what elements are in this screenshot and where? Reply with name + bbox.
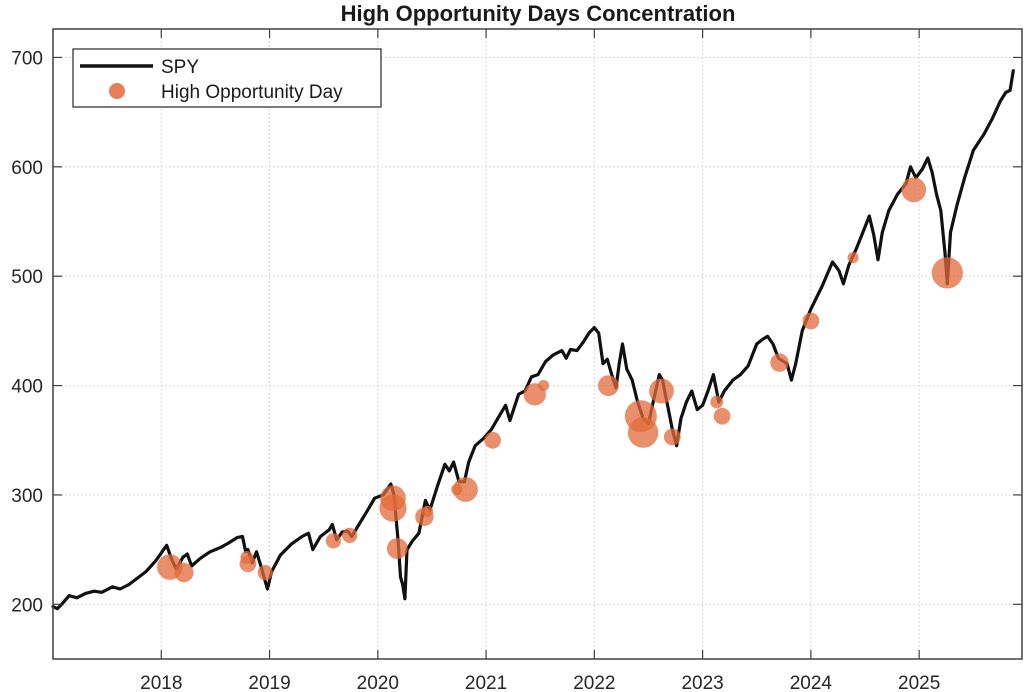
plot-area-frame [52, 28, 1023, 660]
x-tick-label-2025: 2025 [898, 673, 940, 692]
x-tick-label-2021: 2021 [465, 673, 507, 692]
axes: 2018 2019 2020 2021 2022 2023 2024 2025 200 300 40… [11, 28, 1023, 692]
high-opportunity-marker-14 [453, 477, 478, 502]
high-opportunity-marker-9 [379, 494, 407, 522]
x-tick-label-2018: 2018 [140, 673, 182, 692]
legend: SPY High Opportunity Day [72, 48, 382, 108]
high-opportunity-marker-20 [627, 417, 659, 448]
high-opportunity-marker-22 [663, 428, 681, 446]
high-opportunity-markers [157, 177, 963, 583]
x-tick-label-2023: 2023 [681, 673, 723, 692]
legend-marker-icon [109, 83, 125, 99]
y-tick-label-600: 600 [11, 158, 43, 179]
x-tick-label-2022: 2022 [573, 673, 615, 692]
high-opportunity-marker-5 [257, 565, 273, 581]
y-tick-label-200: 200 [11, 595, 43, 616]
high-opportunity-marker-24 [713, 407, 731, 425]
high-opportunity-marker-21 [649, 378, 674, 404]
legend-label-spy: SPY [161, 57, 199, 78]
y-tick-label-300: 300 [11, 486, 43, 507]
high-opportunity-marker-17 [537, 380, 550, 392]
high-opportunity-marker-2 [174, 563, 194, 583]
high-opportunity-marker-29 [931, 257, 963, 289]
high-opportunity-marker-25 [770, 353, 789, 372]
y-tick-label-700: 700 [11, 48, 43, 69]
high-opportunity-marker-15 [484, 431, 501, 449]
legend-box [72, 48, 382, 108]
high-opportunity-marker-27 [847, 252, 859, 264]
high-opportunity-marker-28 [901, 177, 927, 203]
legend-label-high-opportunity-day: High Opportunity Day [161, 82, 343, 103]
high-opportunity-marker-7 [342, 527, 358, 544]
y-tick-label-400: 400 [11, 377, 43, 398]
x-tick-label-2024: 2024 [790, 673, 833, 692]
high-opportunity-marker-4 [239, 555, 257, 573]
high-opportunity-marker-23 [710, 395, 724, 409]
high-opportunity-marker-12 [422, 505, 434, 517]
y-tick-label-500: 500 [11, 267, 43, 288]
high-opportunity-marker-26 [802, 312, 820, 330]
chart-title: High Opportunity Days Concentration [341, 1, 736, 26]
x-tick-label-2019: 2019 [248, 673, 290, 692]
high-opportunity-marker-18 [598, 375, 619, 396]
x-tick-label-2020: 2020 [357, 673, 399, 692]
high-opportunity-marker-6 [325, 533, 341, 549]
high-opportunity-marker-10 [386, 538, 408, 559]
